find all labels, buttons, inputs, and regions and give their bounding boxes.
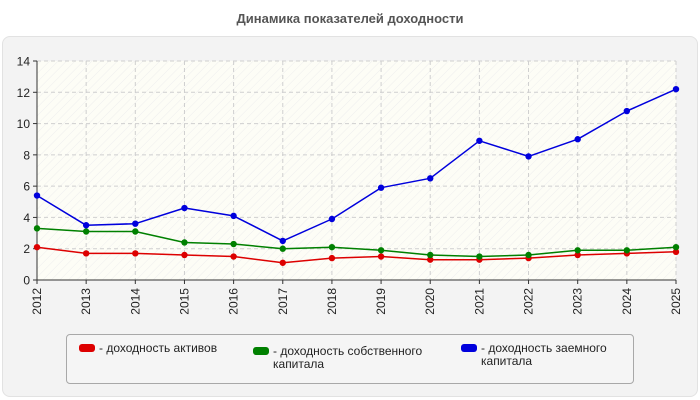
data-point-debt-2024 bbox=[623, 107, 631, 115]
data-point-assets-2019 bbox=[377, 253, 385, 260]
data-point-debt-2022 bbox=[525, 153, 532, 160]
data-point-assets-2017 bbox=[279, 259, 286, 266]
legend: - доходность активов - доходность собств… bbox=[66, 334, 634, 384]
data-point-debt-2016 bbox=[230, 212, 237, 220]
data-point-debt-2023 bbox=[574, 136, 581, 143]
x-tick-label-2025: 2025 bbox=[669, 288, 683, 315]
data-point-equity-2016 bbox=[230, 240, 237, 248]
legend-label-assets: - доходность активов bbox=[99, 341, 218, 355]
legend-swatch-equity bbox=[253, 347, 269, 355]
data-point-equity-2020 bbox=[427, 251, 434, 259]
y-tick-label-0: 0 bbox=[23, 274, 30, 288]
data-point-debt-2013 bbox=[82, 222, 90, 229]
x-tick-label-2017: 2017 bbox=[276, 288, 290, 315]
legend-label-debt: - доходность заемного капитала bbox=[481, 341, 607, 368]
y-tick-label-2: 2 bbox=[23, 242, 30, 256]
x-tick-label-2014: 2014 bbox=[128, 288, 142, 315]
y-tick-label-4: 4 bbox=[23, 211, 30, 225]
y-tick-label-12: 12 bbox=[17, 86, 31, 100]
y-tick-label-14: 14 bbox=[17, 55, 31, 69]
data-point-equity-2025 bbox=[672, 243, 680, 251]
data-point-debt-2014 bbox=[132, 220, 139, 227]
series-line-debt bbox=[36, 88, 677, 242]
data-point-assets-2018 bbox=[328, 254, 336, 262]
data-point-assets-2023 bbox=[574, 251, 581, 259]
data-point-assets-2015 bbox=[181, 251, 188, 259]
data-point-assets-2012 bbox=[33, 243, 41, 251]
data-point-assets-2013 bbox=[82, 250, 90, 257]
data-point-equity-2021 bbox=[476, 253, 483, 260]
legend-label-equity: - доходность собственного капитала bbox=[273, 344, 423, 371]
plot-area-hatch bbox=[37, 61, 676, 280]
data-point-assets-2014 bbox=[132, 250, 139, 257]
x-tick-label-2012: 2012 bbox=[30, 288, 44, 315]
x-tick-label-2019: 2019 bbox=[374, 288, 388, 315]
data-point-debt-2017 bbox=[279, 237, 286, 245]
data-point-debt-2019 bbox=[377, 184, 385, 191]
legend-swatch-debt bbox=[461, 344, 477, 352]
data-point-equity-2024 bbox=[623, 247, 631, 254]
x-tick-label-2013: 2013 bbox=[79, 288, 93, 315]
data-point-debt-2025 bbox=[672, 85, 680, 93]
x-tick-label-2016: 2016 bbox=[227, 288, 241, 315]
data-point-equity-2014 bbox=[132, 228, 139, 235]
series-line-assets bbox=[36, 246, 677, 264]
x-tick-label-2024: 2024 bbox=[620, 288, 634, 315]
data-point-debt-2015 bbox=[181, 204, 188, 212]
x-tick-label-2023: 2023 bbox=[571, 288, 585, 315]
data-point-equity-2012 bbox=[33, 225, 41, 232]
legend-swatch-assets bbox=[79, 344, 95, 352]
y-tick-label-6: 6 bbox=[23, 180, 30, 194]
x-tick-label-2022: 2022 bbox=[522, 288, 536, 315]
y-tick-label-8: 8 bbox=[23, 148, 30, 162]
data-point-debt-2021 bbox=[476, 137, 483, 144]
x-tick-label-2018: 2018 bbox=[325, 288, 339, 315]
y-tick-label-10: 10 bbox=[17, 117, 31, 131]
data-point-debt-2018 bbox=[328, 215, 336, 223]
data-point-equity-2013 bbox=[82, 228, 90, 235]
data-point-debt-2012 bbox=[33, 192, 41, 199]
data-point-equity-2017 bbox=[279, 245, 286, 252]
data-point-equity-2022 bbox=[525, 251, 532, 259]
data-point-equity-2019 bbox=[377, 247, 385, 254]
data-point-equity-2023 bbox=[574, 247, 581, 254]
data-point-equity-2018 bbox=[328, 243, 336, 251]
data-point-assets-2020 bbox=[427, 256, 434, 263]
data-point-assets-2025 bbox=[672, 248, 680, 256]
chart-title: Динамика показателей доходности bbox=[236, 11, 464, 26]
series-line-equity bbox=[36, 227, 677, 258]
x-tick-label-2021: 2021 bbox=[472, 288, 486, 315]
data-point-assets-2016 bbox=[230, 253, 237, 260]
x-tick-label-2020: 2020 bbox=[423, 288, 437, 315]
x-tick-label-2015: 2015 bbox=[177, 288, 191, 315]
data-point-debt-2020 bbox=[427, 175, 434, 182]
data-point-equity-2015 bbox=[181, 239, 188, 246]
